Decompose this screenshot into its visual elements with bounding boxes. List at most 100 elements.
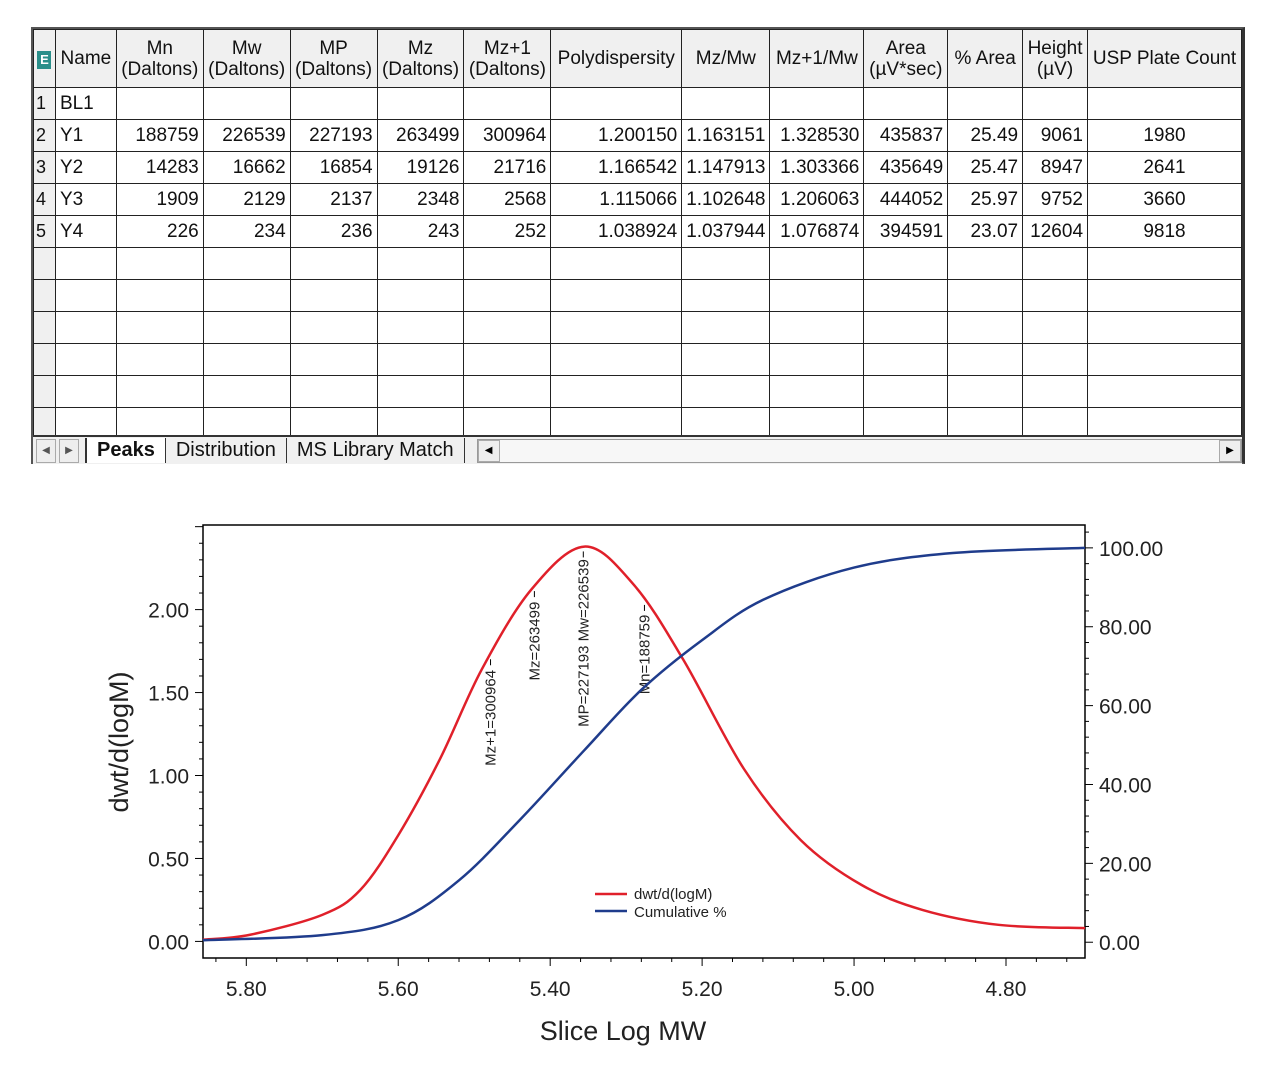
table-cell[interactable]: BL1 [54, 87, 117, 120]
tab-distribution[interactable]: Distribution [166, 438, 287, 463]
table-cell[interactable]: 9818 [1087, 215, 1242, 248]
row-header[interactable] [33, 311, 56, 344]
table-cell[interactable] [681, 279, 771, 312]
table-cell[interactable] [1022, 279, 1089, 312]
table-cell[interactable]: 1.038924 [550, 215, 683, 248]
row-header[interactable]: 3 [33, 151, 56, 184]
column-header[interactable]: Mz+1/Mw [769, 29, 865, 88]
table-cell[interactable] [550, 375, 683, 408]
table-cell[interactable]: 1.163151 [681, 119, 771, 152]
table-cell[interactable]: 1909 [115, 183, 204, 216]
table-cell[interactable]: 12604 [1022, 215, 1089, 248]
table-cell[interactable] [1087, 343, 1242, 376]
table-cell[interactable]: 25.49 [947, 119, 1024, 152]
table-cell[interactable] [550, 311, 683, 344]
table-cell[interactable]: Y1 [54, 119, 117, 152]
table-cell[interactable] [54, 279, 117, 312]
table-cell[interactable]: 226539 [202, 119, 291, 152]
table-cell[interactable] [115, 375, 204, 408]
table-cell[interactable] [1022, 247, 1089, 280]
table-cell[interactable] [863, 311, 949, 344]
table-cell[interactable]: 2137 [289, 183, 378, 216]
table-cell[interactable]: 23.07 [947, 215, 1024, 248]
table-cell[interactable]: 300964 [463, 119, 552, 152]
table-cell[interactable] [115, 87, 204, 120]
tab-peaks[interactable]: Peaks [85, 438, 166, 463]
table-cell[interactable]: 252 [463, 215, 552, 248]
table-cell[interactable] [1087, 87, 1242, 120]
table-row[interactable]: 2 Y1 188759 226539 227193 263499 300964 1.20015… [33, 119, 1242, 152]
table-cell[interactable] [115, 247, 204, 280]
column-header[interactable]: MP (Daltons) [289, 29, 378, 88]
table-cell[interactable] [1022, 343, 1089, 376]
table-cell[interactable] [947, 343, 1024, 376]
table-cell[interactable] [289, 279, 378, 312]
column-header[interactable]: Polydispersity [550, 29, 683, 88]
table-cell[interactable] [463, 247, 552, 280]
table-cell[interactable] [947, 375, 1024, 408]
table-cell[interactable]: 227193 [289, 119, 378, 152]
table-cell[interactable] [681, 311, 771, 344]
scroll-left-arrow[interactable]: ◀ [477, 439, 500, 462]
table-cell[interactable]: Y3 [54, 183, 117, 216]
row-header[interactable]: 4 [33, 183, 56, 216]
table-cell[interactable]: 25.47 [947, 151, 1024, 184]
table-cell[interactable] [1022, 375, 1089, 408]
table-cell[interactable] [115, 343, 204, 376]
table-cell[interactable] [202, 279, 291, 312]
column-header[interactable]: Area (µV*sec) [863, 29, 949, 88]
table-cell[interactable]: 25.97 [947, 183, 1024, 216]
table-cell[interactable]: 3660 [1087, 183, 1242, 216]
table-cell[interactable] [863, 279, 949, 312]
table-cell[interactable]: 16662 [202, 151, 291, 184]
column-header[interactable]: Mn (Daltons) [115, 29, 204, 88]
table-cell[interactable]: 16854 [289, 151, 378, 184]
table-cell[interactable] [550, 87, 683, 120]
table-cell[interactable]: 1.115066 [550, 183, 683, 216]
table-cell[interactable] [202, 343, 291, 376]
table-cell[interactable] [463, 407, 552, 440]
row-header[interactable]: 5 [33, 215, 56, 248]
table-cell[interactable]: 19126 [376, 151, 465, 184]
table-cell[interactable] [550, 247, 683, 280]
table-cell[interactable]: 1.166542 [550, 151, 683, 184]
table-cell[interactable] [1087, 407, 1242, 440]
table-row[interactable]: 4 Y3 1909 2129 2137 2348 2568 1.115066 1.102648 1… [33, 183, 1242, 216]
table-cell[interactable]: 1.147913 [681, 151, 771, 184]
table-cell[interactable] [289, 375, 378, 408]
column-header[interactable]: USP Plate Count [1087, 29, 1242, 88]
table-cell[interactable] [289, 247, 378, 280]
table-cell[interactable] [54, 311, 117, 344]
table-cell[interactable] [376, 87, 465, 120]
table-cell[interactable]: 188759 [115, 119, 204, 152]
table-cell[interactable] [376, 343, 465, 376]
table-cell[interactable] [947, 279, 1024, 312]
table-cell[interactable]: 2348 [376, 183, 465, 216]
export-corner-button[interactable]: E [33, 29, 56, 88]
table-cell[interactable] [54, 343, 117, 376]
table-cell[interactable]: 1.076874 [769, 215, 865, 248]
column-header[interactable]: Height (µV) [1022, 29, 1089, 88]
table-cell[interactable]: 1.200150 [550, 119, 683, 152]
table-cell[interactable] [769, 343, 865, 376]
table-cell[interactable] [769, 375, 865, 408]
table-cell[interactable] [376, 375, 465, 408]
table-cell[interactable] [1087, 375, 1242, 408]
table-cell[interactable] [1087, 311, 1242, 344]
table-row[interactable]: 5 Y4 226 234 236 243 252 1.038924 1.037944 1.0768… [33, 215, 1242, 248]
table-cell[interactable]: 1.328530 [769, 119, 865, 152]
table-cell[interactable] [463, 311, 552, 344]
column-header[interactable]: Mz+1 (Daltons) [463, 29, 552, 88]
table-cell[interactable] [863, 375, 949, 408]
table-cell[interactable]: 435649 [863, 151, 949, 184]
table-cell[interactable] [550, 279, 683, 312]
table-cell[interactable] [947, 87, 1024, 120]
table-cell[interactable]: 2129 [202, 183, 291, 216]
table-cell[interactable]: 1.206063 [769, 183, 865, 216]
table-cell[interactable] [681, 247, 771, 280]
table-cell[interactable]: 1.037944 [681, 215, 771, 248]
table-cell[interactable] [376, 311, 465, 344]
column-header[interactable]: Name [54, 29, 117, 88]
table-cell[interactable] [1022, 87, 1089, 120]
table-cell[interactable] [1022, 407, 1089, 440]
